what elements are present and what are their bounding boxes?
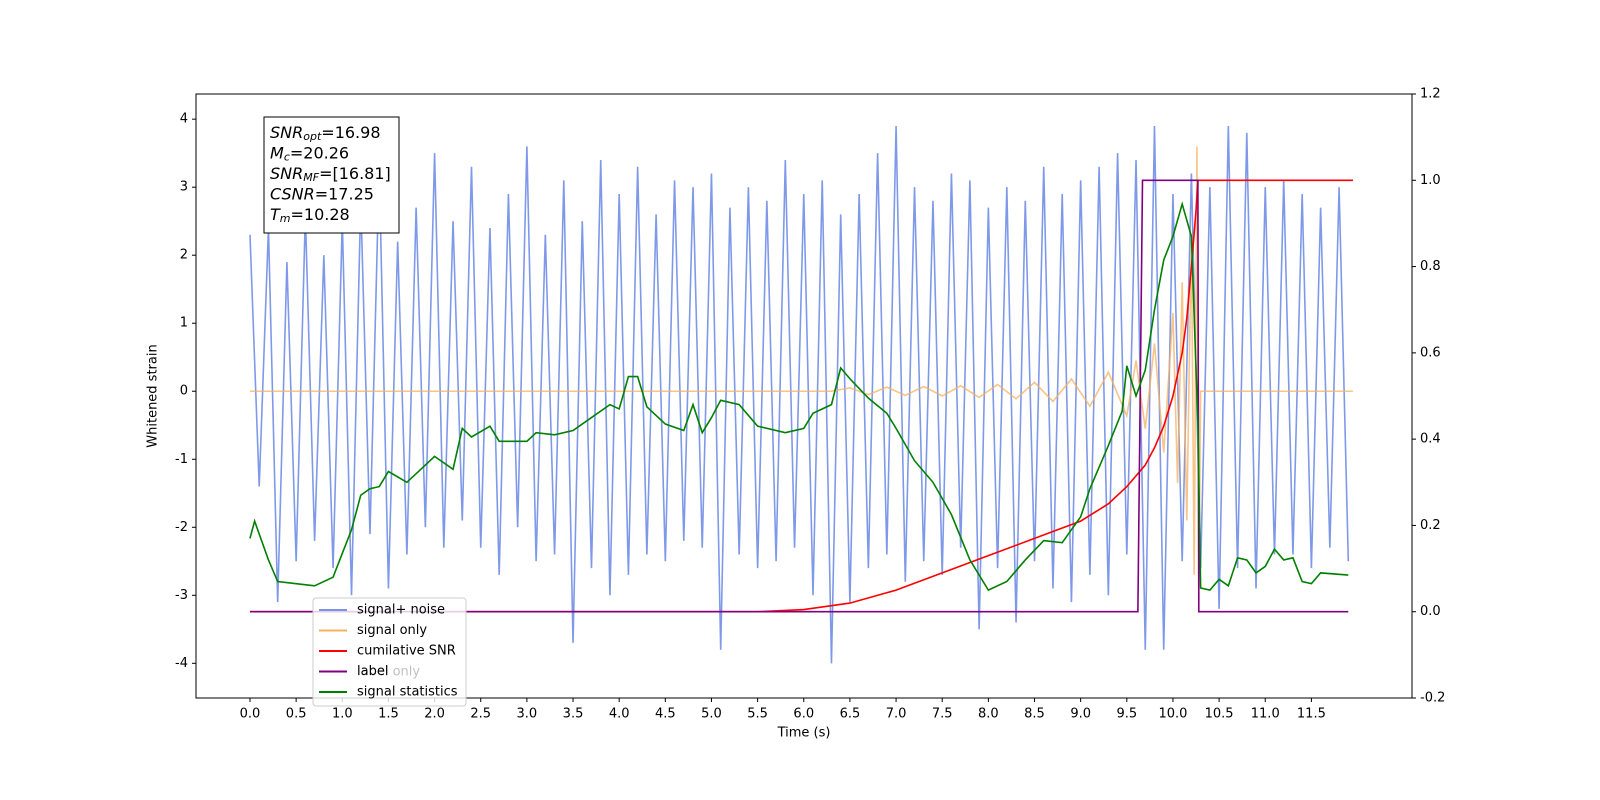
x-tick-label: 2.5 xyxy=(470,707,491,722)
y-tick-label: -2 xyxy=(175,520,188,535)
annotation-value: =[16.81] xyxy=(319,164,391,183)
y2-tick-label: 0.2 xyxy=(1420,518,1441,533)
annotation-subscript: MF xyxy=(303,171,319,184)
annotation-line: SNRopt=16.98 xyxy=(270,123,381,144)
annotation-subscript: m xyxy=(280,212,291,225)
y2-tick-label: 1.0 xyxy=(1420,173,1441,188)
x-tick-label: 0.0 xyxy=(240,707,261,722)
x-tick-label: 9.5 xyxy=(1116,707,1137,722)
x-tick-label: 3.5 xyxy=(563,707,584,722)
legend: label only signal+ noise signal only cumila… xyxy=(312,597,467,707)
annotation-value: =20.26 xyxy=(290,143,349,162)
x-tick-label: 11.5 xyxy=(1297,707,1326,722)
annotation-frame xyxy=(263,116,400,234)
annotation-symbol: T xyxy=(270,205,281,224)
y2-tick-label: 0.6 xyxy=(1420,345,1441,360)
y2-tick-label: 0.4 xyxy=(1420,432,1441,447)
x-tick-label: 8.5 xyxy=(1024,707,1045,722)
x-tick-label: 4.0 xyxy=(609,707,630,722)
annotation-symbol: SNR xyxy=(270,123,303,142)
x-tick-label: 10.0 xyxy=(1158,707,1187,722)
x-tick-label: 5.5 xyxy=(747,707,768,722)
series-line xyxy=(249,201,1349,592)
series-line xyxy=(249,179,1353,613)
x-tick-label: 6.5 xyxy=(840,707,861,722)
series-line xyxy=(249,125,1350,664)
annotation-line: CSNR=17.25 xyxy=(270,184,374,203)
x-tick-label: 4.5 xyxy=(655,707,676,722)
legend-label: signal statistics xyxy=(357,685,458,700)
series-line xyxy=(249,179,1349,613)
y-tick-label: 0 xyxy=(180,384,188,399)
legend-label: signal+ noise xyxy=(357,603,445,618)
annotation-box: SNRopt=16.98Mc=20.26SNRMF=[16.81]CSNR=17… xyxy=(263,116,400,234)
x-tick-label: 3.0 xyxy=(517,707,538,722)
x-tick-label: 10.5 xyxy=(1205,707,1234,722)
annotation-subscript: opt xyxy=(303,130,322,143)
legend-label: cumilative SNR xyxy=(357,644,456,659)
y-tick-label: 2 xyxy=(180,248,188,263)
legend-label: signal only xyxy=(357,623,427,638)
annotation-symbol: CSNR xyxy=(270,184,315,203)
annotation-subscript: c xyxy=(284,151,290,164)
plot-area xyxy=(249,125,1353,664)
y-tick-label: 1 xyxy=(180,316,188,331)
x-tick-label: 1.0 xyxy=(332,707,353,722)
x-tick-label: 8.0 xyxy=(978,707,999,722)
annotation-value: =16.98 xyxy=(321,123,380,142)
y-tick-label: 3 xyxy=(180,180,188,195)
y-tick-label: -1 xyxy=(175,452,188,467)
x-tick-label: 0.5 xyxy=(286,707,307,722)
annotation-value: =10.28 xyxy=(291,205,350,224)
y2-tick-label: 0.8 xyxy=(1420,259,1441,274)
annotation-value: =17.25 xyxy=(315,184,374,203)
annotation-symbol: SNR xyxy=(270,164,303,183)
y2-tick-label: -0.2 xyxy=(1420,691,1445,706)
legend-overlap-text: label only xyxy=(357,665,420,680)
x-tick-label: 7.0 xyxy=(886,707,907,722)
legend-frame xyxy=(312,597,467,707)
annotation-line: SNRMF=[16.81] xyxy=(270,164,391,185)
x-tick-label: 11.0 xyxy=(1251,707,1280,722)
x-tick-label: 5.0 xyxy=(701,707,722,722)
x-tick-label: 6.0 xyxy=(793,707,814,722)
x-tick-label: 9.0 xyxy=(1070,707,1091,722)
y-tick-label: -3 xyxy=(175,588,188,603)
annotation-line: Mc=20.26 xyxy=(270,143,349,164)
annotation-symbol: M xyxy=(270,143,284,162)
x-axis-label: Time (s) xyxy=(777,726,831,741)
y-axis-label: Whitened strain xyxy=(146,344,161,447)
y-tick-label: -4 xyxy=(175,656,188,671)
y2-tick-label: 1.2 xyxy=(1420,87,1441,102)
y2-tick-label: 0.0 xyxy=(1420,604,1441,619)
x-tick-label: 7.5 xyxy=(932,707,953,722)
x-tick-label: 1.5 xyxy=(378,707,399,722)
x-tick-label: 2.0 xyxy=(424,707,445,722)
legend-label: label xyxy=(357,664,388,679)
y-tick-label: 4 xyxy=(180,112,188,127)
annotation-line: Tm=10.28 xyxy=(270,205,350,226)
